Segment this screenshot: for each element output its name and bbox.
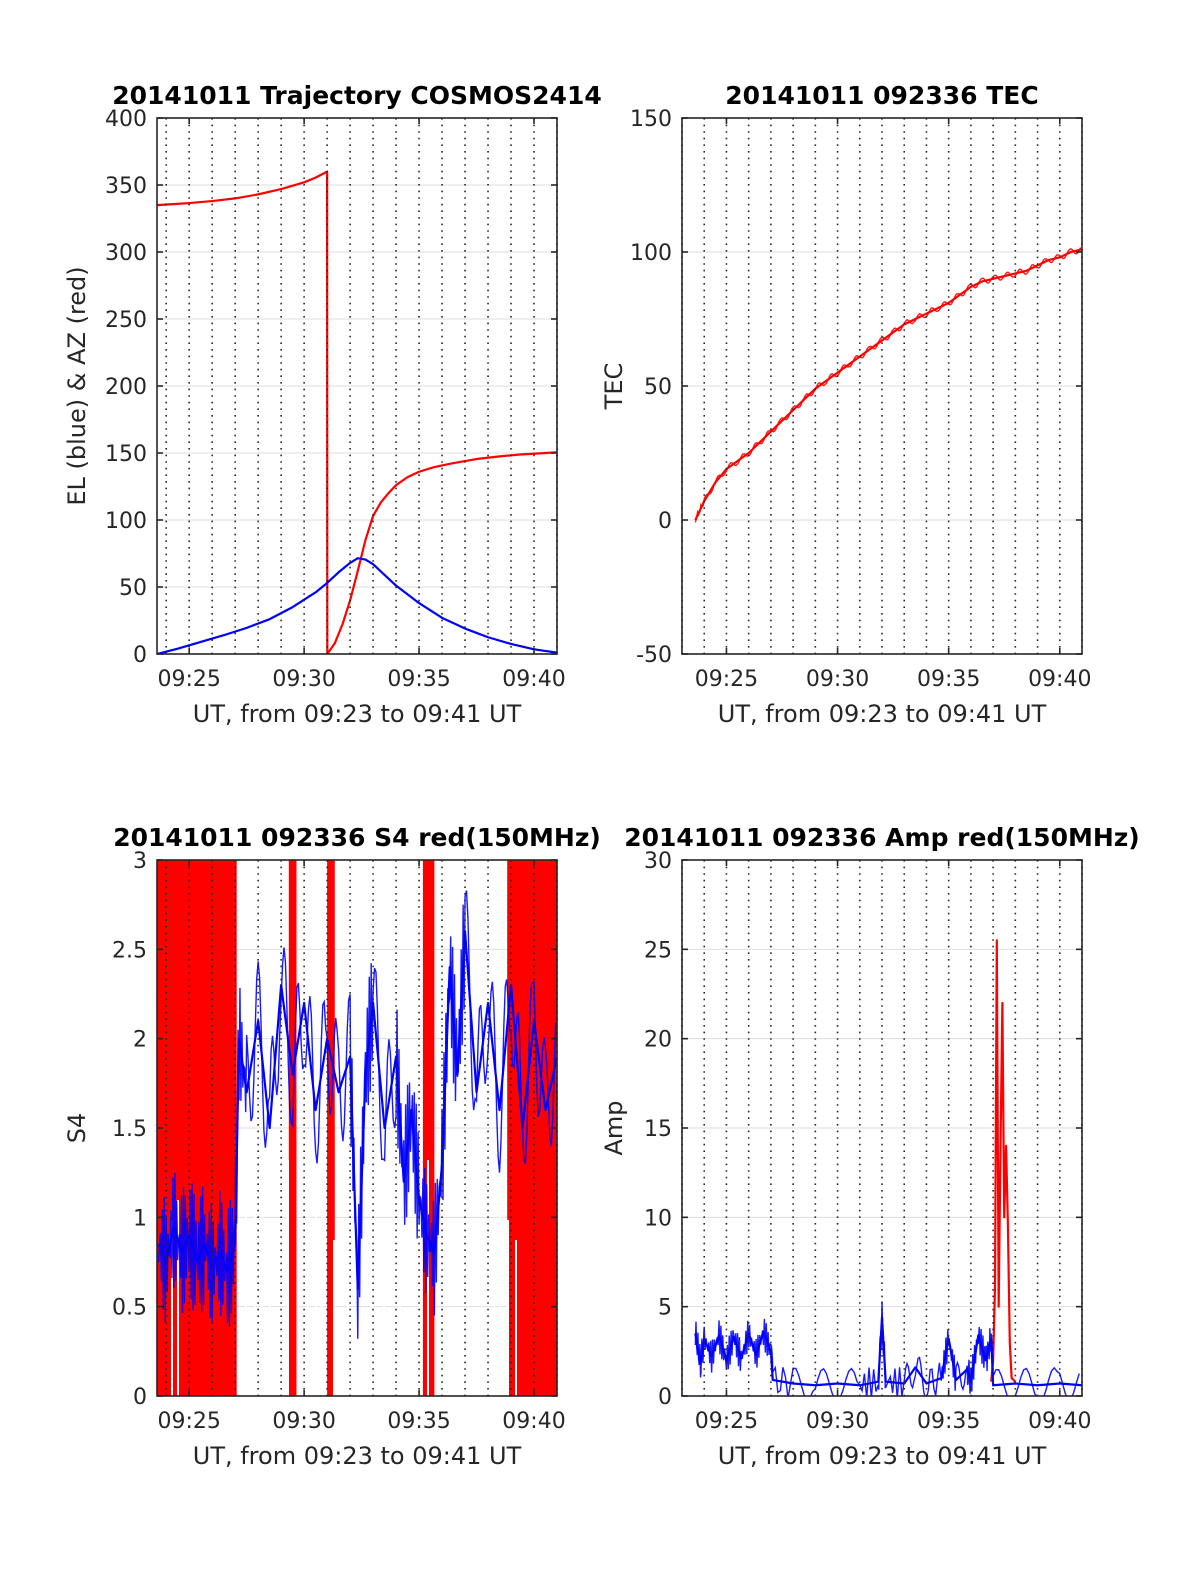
chart-title: 20141011 092336 TEC — [725, 81, 1038, 110]
x-tick-label: 09:25 — [157, 1409, 220, 1434]
y-tick-label: 150 — [630, 107, 672, 132]
s4-red-band — [422, 860, 435, 1396]
y-axis-label: TEC — [600, 363, 628, 411]
x-axis-label: UT, from 09:23 to 09:41 UT — [193, 700, 522, 728]
x-axis-label: UT, from 09:23 to 09:41 UT — [718, 700, 1047, 728]
chart-tec: -50 0 50 100 150 09:25 09:30 09:35 09:40 20141011… — [600, 81, 1091, 728]
plot-area — [694, 247, 1082, 523]
y-tick-label: 5 — [658, 1296, 672, 1321]
x-tick-label: 09:35 — [387, 667, 450, 692]
y-tick-label: 3 — [133, 849, 147, 874]
y-axis-label: S4 — [63, 1113, 91, 1144]
series-amp_blue-noise — [694, 1301, 1080, 1396]
y-tick-label: 100 — [105, 509, 147, 534]
chart-s4: 0 0.5 1 1.5 2 2.5 3 09:25 09:30 09:35 09:40 2014101… — [63, 823, 601, 1470]
series-tec-noise — [694, 247, 1082, 523]
y-tick-label: 25 — [644, 938, 672, 963]
series-amp_red — [990, 939, 1017, 1383]
y-tick-label: 50 — [644, 375, 672, 400]
y-tick-label: 20 — [644, 1028, 672, 1053]
x-tick-label: 09:35 — [917, 667, 980, 692]
y-tick-label: 300 — [105, 241, 147, 266]
x-tick-label: 09:30 — [272, 667, 335, 692]
y-tick-label: 350 — [105, 174, 147, 199]
series-s4_blue-noise — [157, 890, 557, 1339]
y-tick-label: 0 — [658, 1385, 672, 1410]
x-axis-label: UT, from 09:23 to 09:41 UT — [718, 1442, 1047, 1470]
plot-area — [157, 860, 557, 1396]
chart-title: 20141011 Trajectory COSMOS2414 — [112, 81, 602, 110]
chart-amp: 0 5 10 15 20 25 30 09:25 09:30 09:35 09:40 20141011… — [600, 823, 1140, 1470]
x-tick-label: 09:40 — [1028, 667, 1091, 692]
chart-title: 20141011 092336 S4 red(150MHz) — [113, 823, 601, 852]
x-tick-label: 09:25 — [157, 667, 220, 692]
series-az — [157, 170, 557, 654]
y-axis-label: EL (blue) & AZ (red) — [63, 266, 91, 505]
y-tick-label: 100 — [630, 241, 672, 266]
series-tec — [694, 248, 1082, 521]
y-tick-label: 0 — [133, 643, 147, 668]
y-tick-label: 50 — [119, 576, 147, 601]
y-tick-label: 400 — [105, 107, 147, 132]
y-tick-label: 150 — [105, 442, 147, 467]
y-tick-label: 30 — [644, 849, 672, 874]
plot-area — [157, 170, 557, 654]
y-tick-label: 0.5 — [112, 1296, 147, 1321]
y-tick-label: 10 — [644, 1206, 672, 1231]
y-tick-label: 200 — [105, 375, 147, 400]
x-tick-label: 09:30 — [806, 1409, 869, 1434]
x-tick-label: 09:40 — [1028, 1409, 1091, 1434]
y-tick-label: 2 — [133, 1028, 147, 1053]
y-tick-label: -50 — [636, 643, 672, 668]
s4-red-band — [288, 860, 297, 1396]
y-axis-label: Amp — [600, 1100, 628, 1155]
x-tick-label: 09:40 — [502, 667, 565, 692]
chart-trajectory: 0 50 100 150 200 250 300 350 400 09:25 09:30 09:35 0… — [63, 81, 602, 728]
x-tick-label: 09:35 — [387, 1409, 450, 1434]
y-tick-label: 1.5 — [112, 1117, 147, 1142]
x-tick-label: 09:30 — [806, 667, 869, 692]
x-axis-label: UT, from 09:23 to 09:41 UT — [193, 1442, 522, 1470]
x-tick-label: 09:40 — [502, 1409, 565, 1434]
x-tick-label: 09:35 — [917, 1409, 980, 1434]
chart-title: 20141011 092336 Amp red(150MHz) — [624, 823, 1140, 852]
x-tick-label: 09:25 — [695, 667, 758, 692]
y-tick-label: 15 — [644, 1117, 672, 1142]
y-tick-label: 250 — [105, 308, 147, 333]
y-tick-label: 1 — [133, 1206, 147, 1231]
x-tick-label: 09:30 — [272, 1409, 335, 1434]
y-tick-label: 0 — [658, 509, 672, 534]
s4-red-band — [327, 860, 335, 1396]
x-tick-label: 09:25 — [695, 1409, 758, 1434]
y-tick-label: 2.5 — [112, 938, 147, 963]
y-tick-label: 0 — [133, 1385, 147, 1410]
plot-area — [694, 939, 1082, 1396]
s4-red-band — [157, 860, 237, 1396]
series-el — [157, 557, 557, 654]
